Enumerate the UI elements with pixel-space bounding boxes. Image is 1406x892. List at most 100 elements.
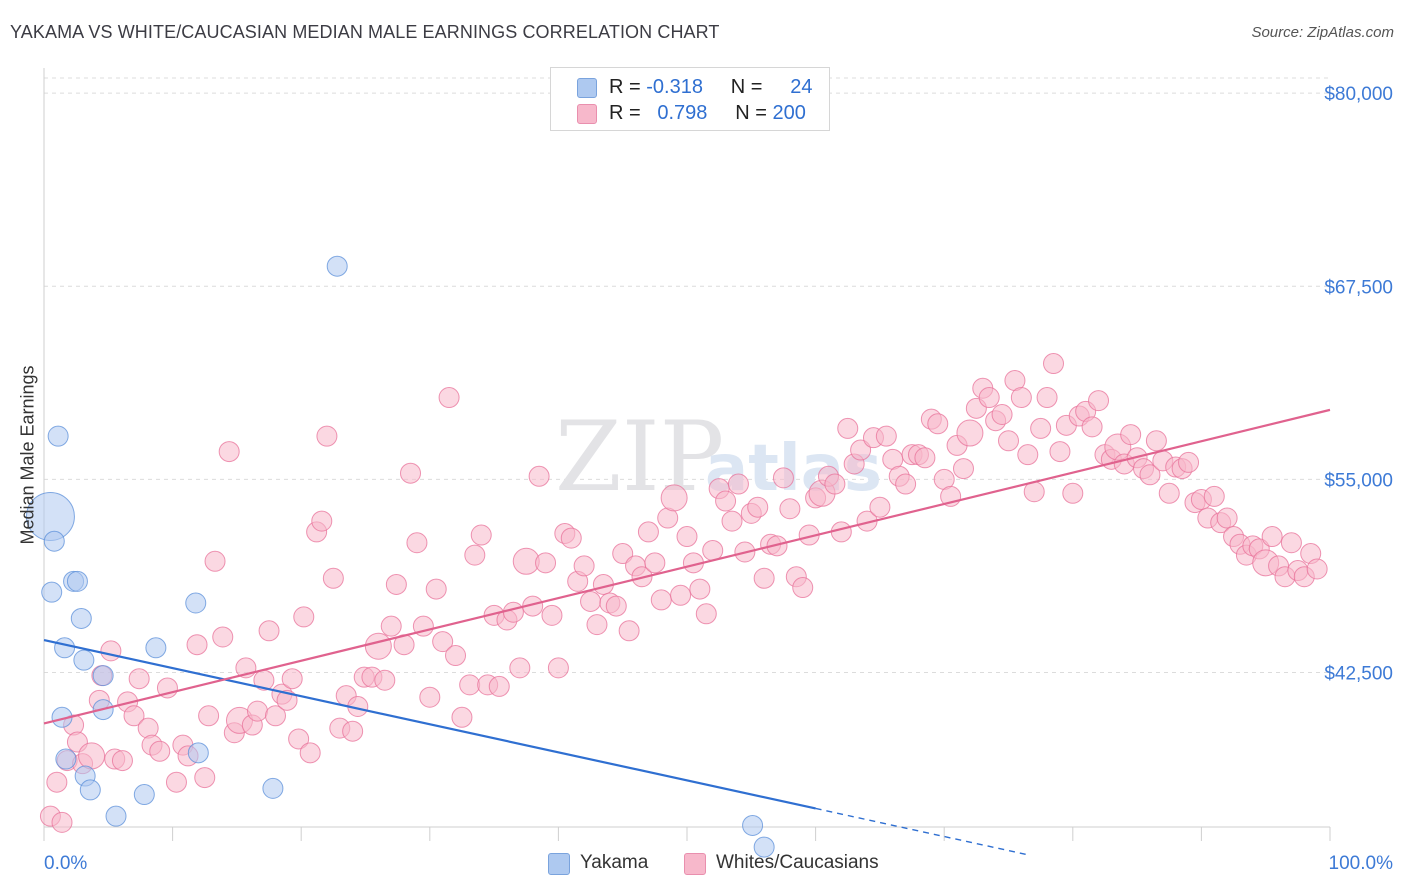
whites-point: [715, 490, 737, 512]
yakama-point: [262, 777, 284, 799]
whites-point: [212, 626, 234, 648]
legend-swatch-yakama: [577, 78, 597, 98]
whites-point: [580, 590, 602, 612]
whites-point: [281, 668, 303, 690]
whites-point: [753, 567, 775, 589]
whites-point: [721, 510, 743, 532]
whites-point: [1203, 485, 1225, 507]
whites-point: [747, 496, 769, 518]
whites-point: [1088, 390, 1110, 412]
whites-point: [670, 584, 692, 606]
whites-point: [605, 595, 627, 617]
legend-n-label: N =: [730, 76, 763, 98]
chart-title: YAKAMA VS WHITE/CAUCASIAN MEDIAN MALE EA…: [10, 22, 720, 42]
yakama-point: [753, 836, 775, 858]
whites-point: [1306, 558, 1328, 580]
whites-point: [198, 705, 220, 727]
whites-point: [111, 750, 133, 772]
yakama-point: [41, 581, 63, 603]
whites-point: [1280, 532, 1302, 554]
x-tick-label-min: 0.0%: [44, 853, 87, 874]
correlation-legend: R = -0.318 N = 24 R = 0.798 N = 200: [550, 67, 830, 131]
legend-r-label: R =: [609, 102, 641, 124]
whites-point: [1081, 416, 1103, 438]
source-label: Source: ZipAtlas.com: [1251, 24, 1394, 41]
y-tick-label: $55,000: [1324, 470, 1393, 491]
whites-point: [509, 657, 531, 679]
legend-swatch-whites: [577, 104, 597, 124]
whites-point: [952, 458, 974, 480]
whites-point: [978, 387, 1000, 409]
whites-point: [824, 473, 846, 495]
bottom-legend-label-yakama: Yakama: [580, 852, 649, 873]
whites-point: [186, 634, 208, 656]
whites-point: [299, 742, 321, 764]
yakama-point: [73, 649, 95, 671]
whites-point: [322, 567, 344, 589]
yakama-point: [145, 637, 167, 659]
whites-point: [165, 771, 187, 793]
whites-point: [1049, 441, 1071, 463]
yakama-point: [185, 592, 207, 614]
whites-point: [991, 404, 1013, 426]
whites-point: [128, 668, 150, 690]
yakama-point: [326, 255, 348, 277]
series-yakama-points: [25, 255, 775, 858]
y-tick-label: $42,500: [1324, 664, 1393, 685]
whites-point: [573, 555, 595, 577]
whites-point: [400, 462, 422, 484]
whites-point: [425, 578, 447, 600]
whites-point: [194, 767, 216, 789]
whites-point: [637, 521, 659, 543]
whites-point: [1178, 451, 1200, 473]
whites-point: [779, 498, 801, 520]
tick-labels: $42,500 $55,000 $67,500 $80,000 0.0% 100.0%: [44, 84, 1393, 874]
whites-point: [258, 620, 280, 642]
whites-point: [316, 425, 338, 447]
whites-point: [470, 524, 492, 546]
legend-n-value: 200: [772, 102, 806, 124]
yakama-point: [92, 665, 114, 687]
yakama-point: [55, 748, 77, 770]
legend-n-value: 24: [790, 76, 813, 98]
whites-point: [1043, 353, 1065, 375]
whites-point: [727, 473, 749, 495]
whites-point: [927, 413, 949, 435]
whites-point: [850, 439, 872, 461]
whites-point: [385, 573, 407, 595]
whites-point: [1062, 482, 1084, 504]
legend-n-label: N =: [735, 102, 767, 124]
whites-point: [432, 631, 454, 653]
y-axis-label: Median Male Earnings: [17, 365, 38, 545]
whites-point: [612, 543, 634, 565]
whites-point: [1017, 444, 1039, 466]
whites-point: [586, 614, 608, 636]
legend-r-value: 0.798: [657, 102, 708, 124]
whites-point: [445, 645, 467, 667]
whites-point: [1036, 387, 1058, 409]
whites-point: [78, 742, 106, 770]
whites-point: [311, 510, 333, 532]
whites-point: [869, 496, 891, 518]
yakama-trend-line: [43, 638, 816, 810]
whites-point: [1010, 387, 1032, 409]
yakama-point: [70, 607, 92, 629]
whites-point: [502, 601, 524, 623]
whites-point: [1120, 424, 1142, 446]
whites-trend-line: [43, 408, 1331, 725]
whites-point: [830, 521, 852, 543]
whites-point: [689, 578, 711, 600]
whites-point: [419, 686, 441, 708]
yakama-point: [742, 814, 764, 836]
yakama-point: [54, 637, 76, 659]
legend-r-label: R =: [609, 76, 641, 98]
y-tick-label: $67,500: [1324, 277, 1393, 298]
trend-lines: [43, 408, 1331, 856]
whites-point: [51, 811, 73, 833]
whites-point: [1261, 526, 1283, 548]
y-tick-label: $80,000: [1324, 84, 1393, 105]
legend-r-value: -0.318: [646, 76, 703, 98]
yakama-point: [133, 784, 155, 806]
whites-point: [1139, 464, 1161, 486]
whites-point: [218, 441, 240, 463]
